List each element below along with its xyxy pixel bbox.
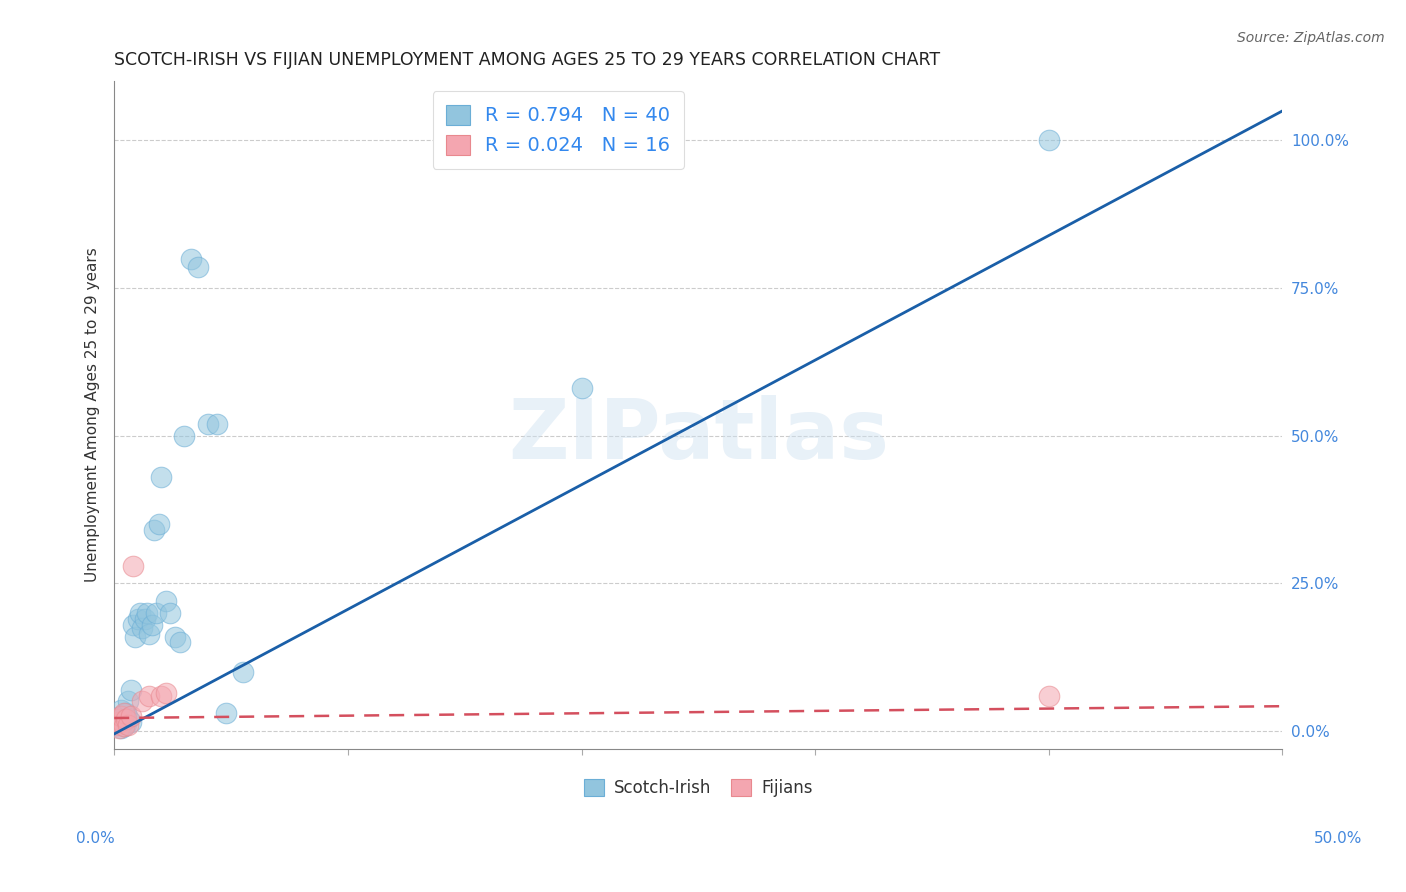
Point [128,606,150,620]
Point [122,558,145,573]
Point [127,612,149,626]
Point [141,617,163,632]
Point [108,712,131,726]
Point [155,594,177,608]
Point [173,428,195,442]
Point [1038,689,1060,703]
Point [169,635,191,649]
Point [110,709,132,723]
Point [131,621,153,635]
Point [115,712,138,726]
Point [131,694,153,708]
Point [105,718,128,732]
Point [134,612,156,626]
Point [108,715,131,730]
Point [187,260,209,275]
Point [108,715,131,730]
Text: SCOTCH-IRISH VS FIJIAN UNEMPLOYMENT AMONG AGES 25 TO 29 YEARS CORRELATION CHART: SCOTCH-IRISH VS FIJIAN UNEMPLOYMENT AMON… [114,51,941,69]
Point [110,703,132,717]
Point [112,719,135,733]
Point [155,685,177,699]
Point [115,706,138,721]
Text: ZIPatlas: ZIPatlas [508,394,889,475]
Point [105,718,128,732]
Point [120,682,142,697]
Point [145,606,167,620]
Point [115,717,138,731]
Point [117,711,139,725]
Point [110,709,132,723]
Point [117,718,139,732]
Point [149,470,172,484]
Point [215,706,238,721]
Point [159,606,181,620]
Point [112,714,135,728]
Point [117,694,139,708]
Point [105,712,128,726]
Point [205,417,228,431]
Legend: Scotch-Irish, Fijians: Scotch-Irish, Fijians [578,772,820,804]
Point [1038,133,1060,147]
Point [232,665,254,679]
Point [108,721,131,735]
Point [180,252,202,266]
Point [138,626,160,640]
Point [112,706,135,721]
Point [148,517,170,532]
Point [120,715,142,730]
Point [112,719,135,733]
Point [571,381,593,395]
Text: 0.0%: 0.0% [76,831,115,846]
Point [124,630,146,644]
Point [142,523,165,537]
Y-axis label: Unemployment Among Ages 25 to 29 years: Unemployment Among Ages 25 to 29 years [86,248,100,582]
Point [197,417,219,431]
Point [163,630,186,644]
Point [110,721,132,735]
Point [135,606,157,620]
Point [138,689,160,703]
Point [149,689,172,703]
Text: Source: ZipAtlas.com: Source: ZipAtlas.com [1237,31,1385,45]
Point [120,709,142,723]
Point [122,617,145,632]
Text: 50.0%: 50.0% [1315,831,1362,846]
